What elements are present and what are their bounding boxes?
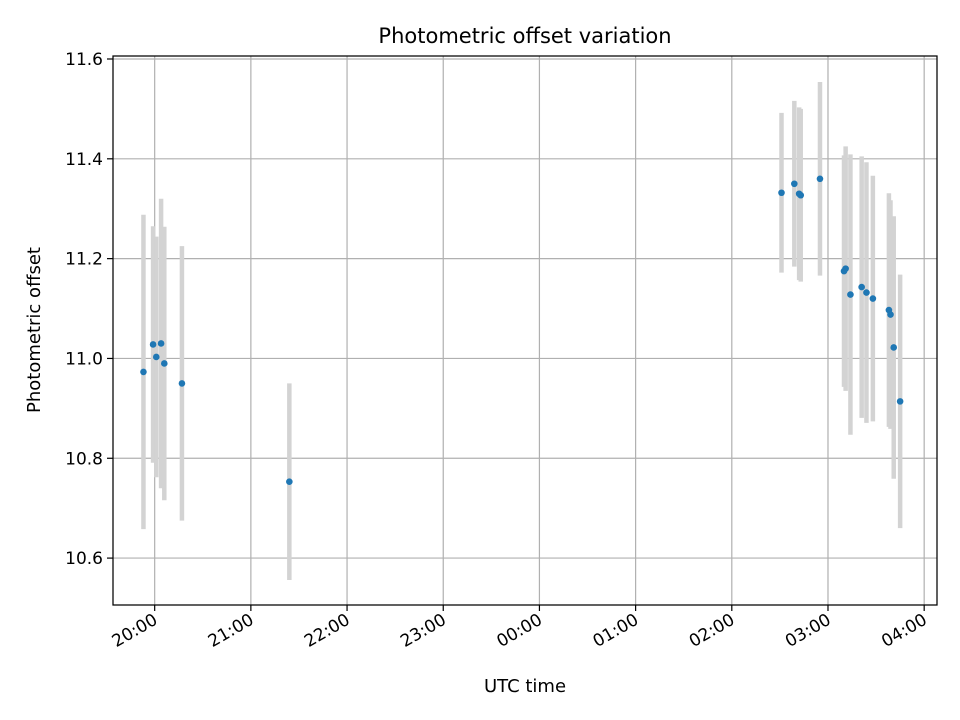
grid (113, 56, 937, 605)
y-tick-label: 11.0 (65, 349, 103, 369)
data-point (149, 341, 157, 348)
y-tick-label: 10.8 (65, 449, 103, 469)
data-point (869, 295, 877, 302)
y-tick-label: 11.6 (65, 50, 103, 70)
data-point (816, 175, 824, 183)
data-point (842, 265, 849, 272)
y-tick-label: 10.6 (65, 549, 103, 569)
plot-area (113, 56, 937, 605)
data-points (140, 175, 904, 486)
data-point (847, 291, 854, 298)
x-axis-label: UTC time (484, 676, 566, 697)
chart-title: Photometric offset variation (378, 24, 671, 48)
plot-frame (112, 55, 938, 606)
data-point (890, 344, 898, 351)
data-point (778, 189, 785, 197)
data-point (157, 340, 165, 347)
data-point (140, 368, 147, 376)
y-axis-label: Photometric offset (24, 247, 45, 413)
data-point (797, 191, 805, 199)
y-axis-ticks: 10.6 10.8 11.0 11.2 11.4 11.6 (65, 50, 113, 569)
data-point (791, 180, 798, 188)
data-point (896, 398, 904, 405)
data-point (160, 360, 168, 367)
y-tick-label: 11.2 (65, 250, 103, 270)
data-point (178, 380, 186, 387)
data-point (858, 283, 865, 291)
data-point (152, 353, 160, 361)
y-tick-label: 11.4 (65, 150, 103, 170)
data-point (887, 311, 894, 318)
data-point (863, 289, 870, 296)
data-point (286, 478, 293, 486)
